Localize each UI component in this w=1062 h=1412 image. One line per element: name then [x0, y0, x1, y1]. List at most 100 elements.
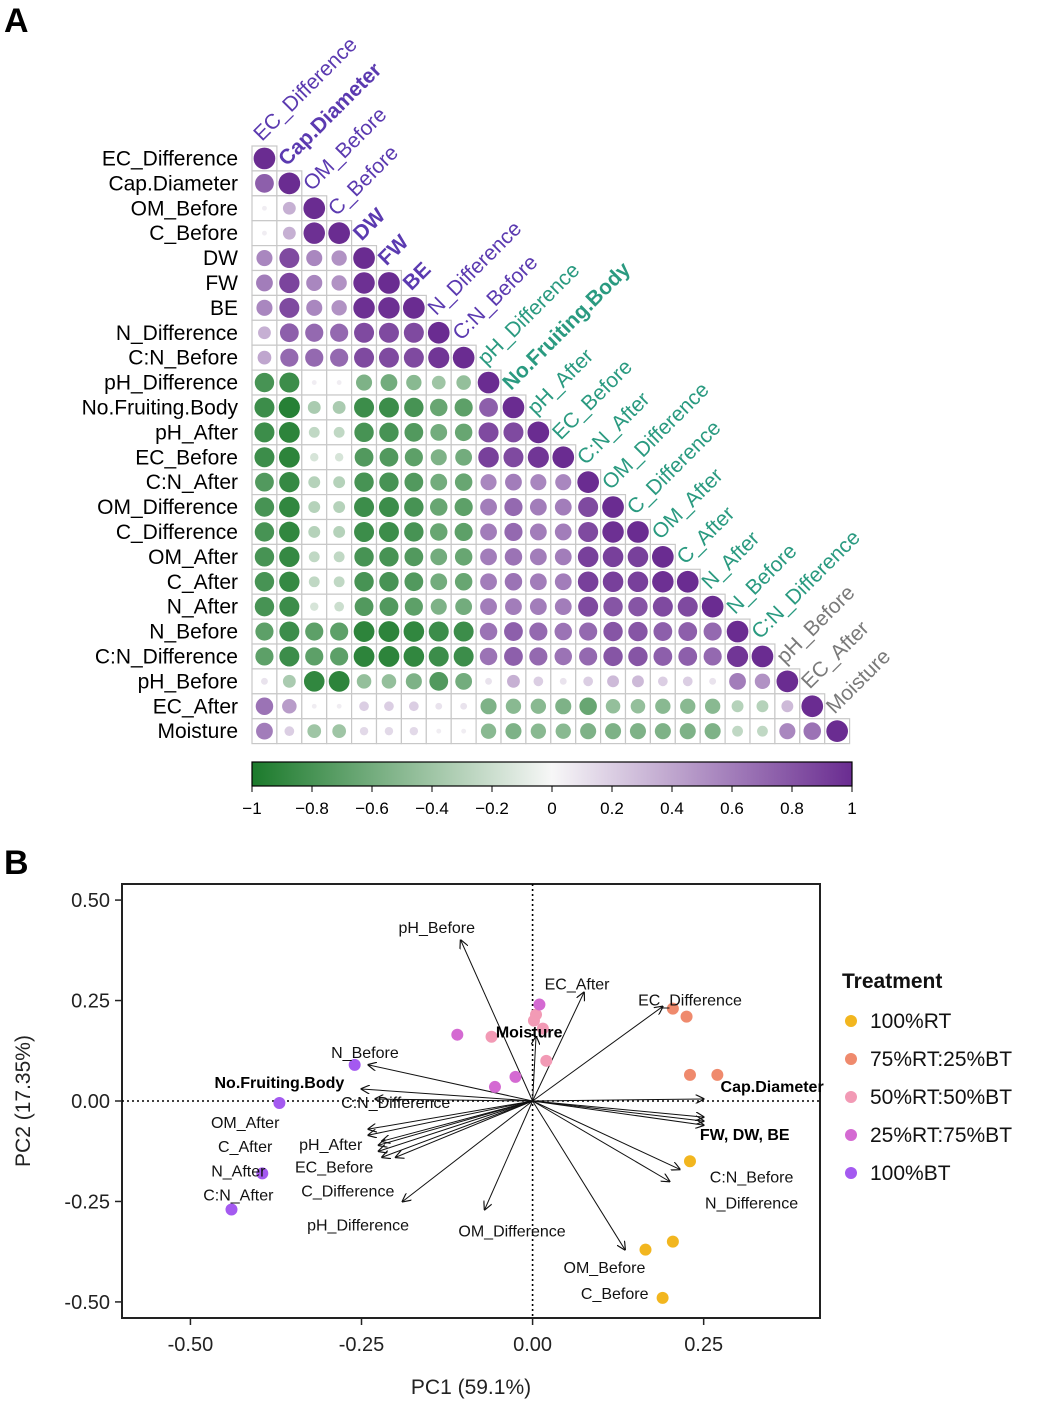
colorbar-tick-label: −0.8 [295, 799, 329, 818]
correlation-circle [403, 646, 425, 667]
correlation-circle [332, 724, 347, 739]
correlation-circle [404, 597, 423, 616]
correlation-circle [310, 453, 319, 462]
correlation-circle [404, 547, 424, 567]
correlation-circle [554, 622, 572, 641]
correlation-circle [305, 647, 324, 666]
correlation-circle [607, 675, 619, 688]
correlation-circle [359, 701, 369, 712]
correlation-circle [602, 571, 624, 593]
correlation-circle [527, 421, 550, 444]
correlation-circle [254, 372, 275, 393]
matrix-cell [649, 668, 676, 695]
score-point [225, 1203, 238, 1216]
correlation-circle [529, 598, 547, 616]
correlation-circle [554, 523, 572, 541]
correlation-circle [279, 621, 300, 642]
correlation-circle [333, 576, 345, 588]
correlation-circle [503, 422, 524, 443]
score-point [711, 1068, 724, 1081]
correlation-circle [429, 671, 449, 691]
correlation-circle [577, 546, 599, 568]
correlation-circle [280, 348, 299, 367]
score-point [256, 1167, 269, 1180]
correlation-circle [255, 647, 274, 666]
correlation-circle [529, 622, 548, 641]
colorbar-tick-label: −1 [242, 799, 261, 818]
correlation-circle [353, 272, 375, 294]
plot-frame [121, 883, 821, 1319]
correlation-circle [306, 250, 323, 267]
row-label: OM_Before [131, 197, 238, 220]
correlation-circle [305, 348, 324, 367]
correlation-circle [332, 401, 346, 414]
correlation-circle [262, 230, 267, 236]
correlation-circle [680, 698, 696, 714]
row-label: Cap.Diameter [108, 172, 238, 195]
correlation-circle [732, 725, 743, 737]
loading-label: C_Difference [301, 1183, 394, 1200]
loading-label: pH_After [299, 1137, 363, 1154]
score-point [666, 1235, 679, 1248]
correlation-circle [404, 472, 424, 492]
correlation-circle [480, 548, 497, 566]
loading-arrow [532, 1099, 704, 1101]
correlation-circle [334, 601, 345, 612]
correlation-circle [579, 647, 598, 666]
loading-label: C:N_Difference [341, 1095, 450, 1112]
y-axis-title: PC2 (17.35%) [12, 1035, 35, 1167]
correlation-circle [628, 621, 648, 642]
legend-swatch [845, 1053, 857, 1065]
correlation-circle [655, 698, 671, 714]
legend-title: Treatment [842, 970, 942, 993]
correlation-circle [330, 647, 349, 666]
correlation-circle [331, 300, 347, 316]
correlation-circle [379, 472, 399, 492]
correlation-matrix: EC_DifferenceEC_DifferenceCap.DiameterCa… [82, 33, 895, 745]
correlation-circle [303, 671, 325, 692]
correlation-circle [279, 297, 300, 318]
loading-arrow [379, 1100, 533, 1151]
row-label: pH_Difference [104, 372, 238, 395]
correlation-circle [504, 647, 523, 666]
colorbar-tick-label: −0.2 [475, 799, 509, 818]
correlation-circle [701, 595, 724, 618]
correlation-circle [279, 272, 300, 294]
correlation-circle [653, 622, 673, 641]
correlation-circle [453, 646, 474, 667]
correlation-circle [430, 548, 448, 566]
correlation-circle [731, 700, 744, 713]
correlation-circle [254, 497, 275, 517]
loading-label: N_Difference [705, 1195, 798, 1212]
correlation-circle [605, 723, 622, 740]
correlation-circle [311, 703, 317, 709]
correlation-circle [453, 621, 474, 642]
correlation-circle [480, 573, 497, 591]
correlation-circle [256, 274, 273, 292]
correlation-circle [354, 472, 374, 492]
correlation-circle [480, 598, 497, 616]
correlation-circle [353, 297, 375, 319]
loading-arrow [368, 1100, 533, 1129]
correlation-circle [583, 676, 594, 687]
correlation-circle [308, 576, 320, 588]
correlation-circle [454, 573, 473, 591]
correlation-circle [308, 476, 321, 489]
correlation-circle [479, 622, 498, 641]
score-point [666, 1002, 679, 1015]
correlation-circle [330, 348, 349, 367]
correlation-circle [629, 723, 646, 740]
correlation-circle [503, 447, 524, 468]
correlation-circle [578, 596, 599, 617]
correlation-circle [354, 497, 375, 518]
row-label: pH_After [155, 421, 238, 444]
correlation-circle [529, 647, 548, 666]
column-label: BE [399, 258, 436, 295]
correlation-circle [378, 621, 400, 642]
correlation-circle [676, 570, 699, 593]
correlation-circle [380, 374, 398, 391]
correlation-circle [454, 497, 473, 517]
score-point [683, 1155, 696, 1168]
correlation-circle [430, 449, 447, 466]
correlation-circle [354, 347, 375, 368]
